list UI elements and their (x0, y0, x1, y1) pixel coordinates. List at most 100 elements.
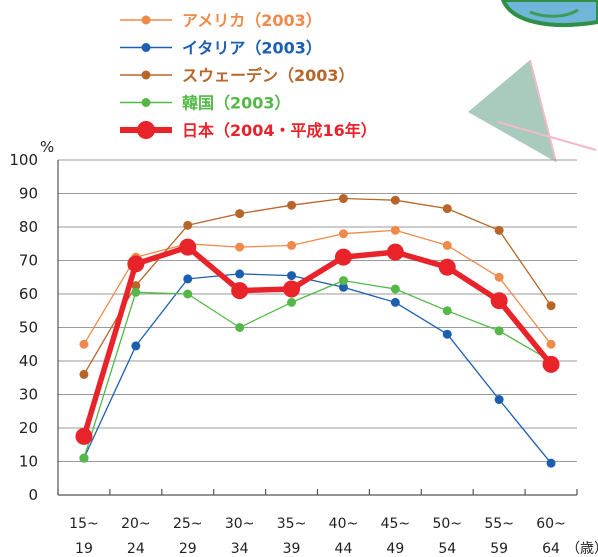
data-point (179, 238, 197, 256)
data-point (438, 258, 456, 276)
y-tick-label: 10 (19, 453, 38, 471)
legend-swatch-marker (141, 15, 151, 25)
data-point (442, 240, 452, 250)
data-point (231, 282, 249, 300)
y-axis-ticks: 0 10 20 30 40 50 60 70 80 90 100 (9, 151, 38, 504)
legend-swatch-marker (141, 70, 151, 80)
x-tick-label-bottom: 29 (179, 541, 197, 557)
series-line (83, 273, 552, 464)
x-tick-label-top: 50~ (432, 516, 462, 532)
data-point (75, 427, 93, 445)
data-point (283, 280, 301, 298)
data-point (127, 255, 145, 273)
y-tick-label: 20 (19, 419, 38, 437)
data-point (442, 306, 452, 316)
data-point (390, 225, 400, 235)
data-point (494, 225, 504, 235)
data-point (79, 453, 89, 463)
legend-swatch-marker (141, 43, 151, 52)
data-point (386, 243, 404, 261)
x-tick-label-top: 60~ (536, 516, 566, 532)
data-point (338, 194, 348, 204)
data-point (131, 341, 141, 351)
x-tick-label-bottom: 24 (127, 541, 145, 557)
legend-label: 日本（2004・平成16年） (182, 121, 377, 140)
x-axis-ticks: 15~ 19 20~ 24 25~ 29 30~ 34 35~ 39 40~ 44 45~ 49 50~ 54… (69, 516, 566, 557)
legend-label: スウェーデン（2003） (182, 66, 355, 85)
data-point (183, 274, 193, 284)
y-tick-label: 50 (19, 319, 38, 337)
data-point (131, 287, 141, 297)
y-tick-label: 40 (19, 352, 38, 370)
data-point (390, 195, 400, 205)
series-line (83, 279, 552, 459)
x-tick-label-bottom: 49 (386, 541, 404, 557)
legend-label: 韓国（2003） (182, 94, 291, 113)
y-tick-label: 90 (19, 185, 38, 203)
x-tick-label-bottom: 59 (490, 541, 508, 557)
globe-illustration (468, 0, 598, 163)
data-point (338, 276, 348, 286)
x-axis-unit: （歳） (566, 541, 598, 557)
x-tick-label-top: 45~ (381, 516, 411, 532)
legend: アメリカ（2003） イタリア（2003） スウェーデン（2003） 韓国（2003）… (120, 11, 377, 140)
data-point (235, 323, 245, 332)
data-point (287, 200, 297, 210)
legend-label: イタリア（2003） (182, 39, 322, 58)
data-point (494, 272, 504, 282)
x-tick-label-bottom: 39 (283, 541, 301, 557)
data-point (79, 369, 89, 379)
data-point (131, 281, 141, 291)
y-axis-label: % (40, 138, 54, 156)
x-tick-label-top: 35~ (277, 516, 307, 532)
x-tick-label-top: 20~ (121, 516, 151, 532)
series-line (83, 229, 552, 345)
y-tick-label: 0 (28, 486, 38, 504)
legend-swatch-marker (137, 121, 155, 139)
data-point (542, 355, 560, 373)
data-point (338, 229, 348, 239)
x-tick-label-top: 40~ (329, 516, 359, 532)
x-tick-label-bottom: 34 (231, 541, 249, 557)
legend-swatch-marker (141, 98, 151, 107)
data-point (183, 220, 193, 230)
data-point (183, 289, 193, 299)
data-point (546, 301, 556, 311)
y-tick-label: 80 (19, 218, 38, 236)
data-point (442, 329, 452, 339)
data-point (390, 297, 400, 307)
x-tick-label-top: 25~ (173, 516, 203, 532)
data-point (235, 209, 245, 219)
y-tick-label: 100 (9, 151, 38, 169)
axes (57, 160, 578, 496)
data-point (287, 271, 297, 281)
x-tick-label-bottom: 64 (542, 541, 560, 557)
data-point (287, 240, 297, 250)
x-tick-label-bottom: 44 (335, 541, 353, 557)
data-point (235, 242, 245, 252)
data-point (390, 284, 400, 294)
legend-label: アメリカ（2003） (182, 11, 322, 30)
data-point (490, 292, 508, 310)
data-point (334, 248, 352, 266)
x-tick-label-bottom: 54 (438, 541, 456, 557)
y-tick-label: 60 (19, 285, 38, 303)
x-tick-label-top: 15~ (69, 516, 99, 532)
data-point (546, 458, 556, 468)
data-point (494, 326, 504, 336)
series-line (81, 244, 554, 438)
x-tick-label-bottom: 19 (75, 541, 93, 557)
grid-lines (58, 159, 577, 462)
x-tick-label-top: 55~ (484, 516, 514, 532)
y-tick-label: 30 (19, 386, 38, 404)
data-point (235, 269, 245, 279)
data-point (494, 395, 504, 405)
x-tick-label-top: 30~ (225, 516, 255, 532)
data-point (338, 282, 348, 292)
y-tick-label: 70 (19, 252, 38, 270)
series-lines (75, 194, 560, 468)
data-point (546, 339, 556, 349)
data-point (442, 204, 452, 214)
